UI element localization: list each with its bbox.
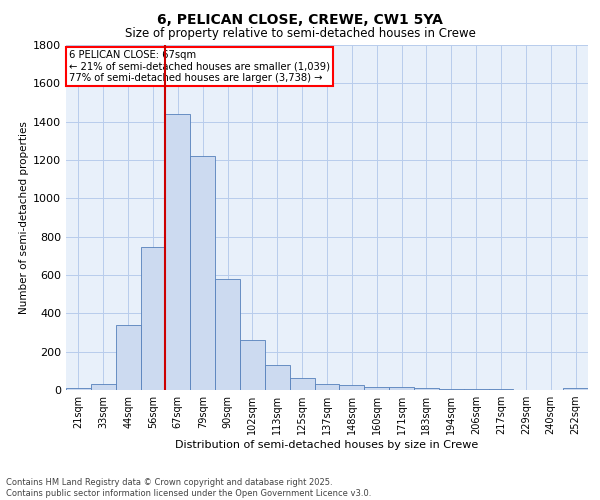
Bar (439, 389, 464, 390)
Y-axis label: Number of semi-detached properties: Number of semi-detached properties (19, 121, 29, 314)
Bar (290, 378, 314, 390)
Text: Size of property relative to semi-detached houses in Crewe: Size of property relative to semi-detach… (125, 28, 475, 40)
Bar (116, 325, 140, 390)
Bar (464, 389, 488, 390)
Bar (140, 247, 166, 390)
Bar (240, 340, 265, 390)
Text: Contains HM Land Registry data © Crown copyright and database right 2025.
Contai: Contains HM Land Registry data © Crown c… (6, 478, 371, 498)
Bar (389, 387, 414, 390)
Bar (265, 365, 290, 390)
X-axis label: Distribution of semi-detached houses by size in Crewe: Distribution of semi-detached houses by … (175, 440, 479, 450)
Bar (414, 388, 439, 390)
Bar (190, 156, 215, 390)
Text: 6 PELICAN CLOSE: 67sqm
← 21% of semi-detached houses are smaller (1,039)
77% of : 6 PELICAN CLOSE: 67sqm ← 21% of semi-det… (68, 50, 329, 84)
Text: 6, PELICAN CLOSE, CREWE, CW1 5YA: 6, PELICAN CLOSE, CREWE, CW1 5YA (157, 12, 443, 26)
Bar (215, 279, 240, 390)
Bar (91, 384, 116, 390)
Bar (340, 384, 364, 390)
Bar (166, 114, 190, 390)
Bar (314, 384, 340, 390)
Bar (563, 388, 588, 390)
Bar (66, 388, 91, 390)
Bar (364, 386, 389, 390)
